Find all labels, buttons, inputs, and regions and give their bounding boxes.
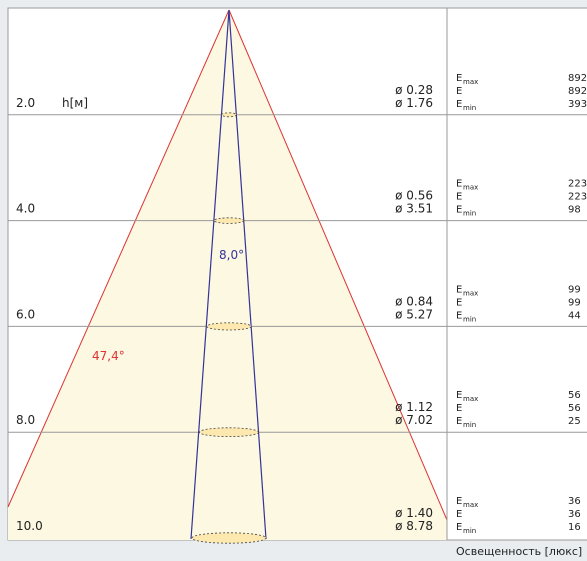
e-value: 56 [568,390,581,401]
diameter-inner: ø 1.12 [395,400,433,414]
e-value: 223 [568,192,587,203]
inner-edge [228,9,267,540]
e-sub: min [463,421,476,429]
height: 8.0 [16,413,35,427]
spot [191,532,267,544]
diameter-inner: ø 0.28 [395,83,433,97]
e-value: 223 [568,179,587,190]
e-value: 99 [568,297,581,308]
e-symbol: E [456,73,462,84]
height: 6.0 [16,307,35,321]
beam-angle: 47,4° [92,349,125,363]
footer: Освещенность [люкс] [456,545,582,558]
inner-edge [190,9,230,540]
e-value: 25 [568,416,581,427]
e-symbol: E [456,284,462,295]
e-value: 36 [568,509,581,520]
e-value: 36 [568,496,581,507]
e-symbol: E [456,297,462,308]
diameter-outer: ø 1.76 [395,96,433,110]
spot [221,112,237,118]
e-sub: min [463,210,476,218]
diameter-outer: ø 5.27 [395,307,433,321]
beam-fill [8,10,447,540]
e-symbol: E [456,205,462,216]
e-value: 44 [568,310,581,321]
e-symbol: E [456,99,462,110]
unit-label: h[м] [62,96,88,110]
spot [198,427,259,438]
e-value: 99 [568,284,581,295]
height: 10.0 [16,519,43,533]
e-value: 892 [568,86,587,97]
e-symbol: E [456,522,462,533]
beam-edge [7,9,230,508]
e-sub: max [463,78,478,86]
e-sub: min [463,527,476,535]
diameter-outer: ø 8.78 [395,519,433,533]
e-symbol: E [456,310,462,321]
spot [206,322,252,331]
diameter-inner: ø 1.40 [395,506,433,520]
e-symbol: E [456,496,462,507]
e-symbol: E [456,179,462,190]
e-sub: max [463,184,478,192]
e-sub: max [463,395,478,403]
rows: 2.0 ø 0.28ø 1.76 E max 892 E 892 E min 393 4.0 ø 0.… [8,73,587,535]
spot [213,217,245,224]
e-value: 16 [568,522,581,533]
beam-edge [228,9,448,521]
e-sub: min [463,104,476,112]
e-value: 98 [568,205,581,216]
e-symbol: E [456,416,462,427]
e-value: 892 [568,73,587,84]
e-value: 56 [568,403,581,414]
e-sub: min [463,315,476,323]
inner-angle: 8,0° [219,248,244,262]
diameter-outer: ø 7.02 [395,413,433,427]
height: 4.0 [16,202,35,216]
e-value: 393 [568,99,587,110]
e-symbol: E [456,509,462,520]
height: 2.0 [16,96,35,110]
e-symbol: E [456,390,462,401]
e-symbol: E [456,403,462,414]
e-symbol: E [456,86,462,97]
e-sub: max [463,289,478,297]
e-symbol: E [456,192,462,203]
diameter-inner: ø 0.56 [395,189,433,203]
diameter-inner: ø 0.84 [395,294,433,308]
diameter-outer: ø 3.51 [395,202,433,216]
e-sub: max [463,501,478,509]
